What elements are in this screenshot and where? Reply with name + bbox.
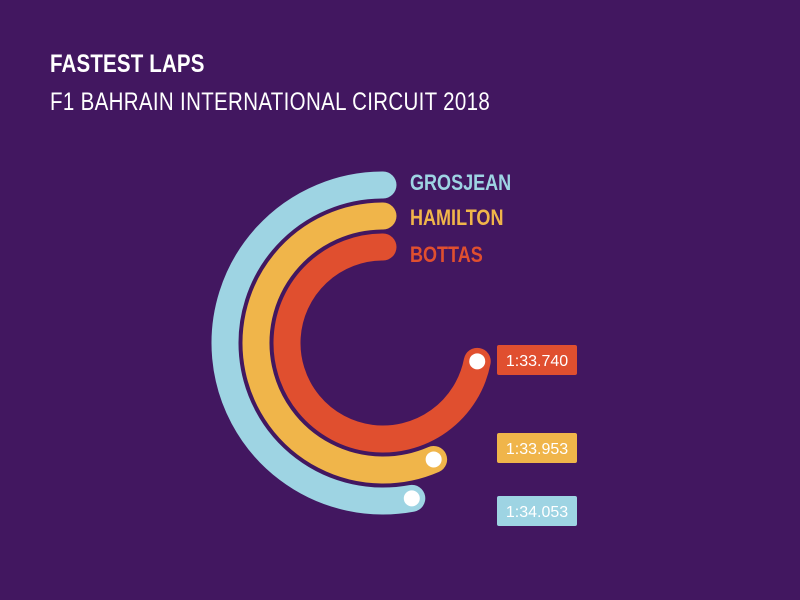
endpoint-dot-hamilton <box>425 451 442 468</box>
legend-label-grosjean: GROSJEAN <box>410 171 511 195</box>
time-badge-grosjean <box>497 496 577 526</box>
time-badge-bottas <box>497 345 577 375</box>
time-value-grosjean: 1:34.053 <box>506 504 568 521</box>
legend-label-bottas: BOTTAS <box>410 243 483 267</box>
chart-title: FASTEST LAPS <box>50 50 205 78</box>
arc-bottas <box>273 233 491 453</box>
arc-grosjean <box>211 171 426 515</box>
time-badge-hamilton <box>497 433 577 463</box>
time-value-bottas: 1:33.740 <box>506 353 568 370</box>
legend-label-hamilton: HAMILTON <box>410 206 503 230</box>
chart-subtitle: F1 BAHRAIN INTERNATIONAL CIRCUIT 2018 <box>50 88 491 116</box>
time-value-hamilton: 1:33.953 <box>506 441 568 458</box>
arc-hamilton <box>242 202 448 484</box>
endpoint-dot-bottas <box>469 353 486 370</box>
endpoint-dot-grosjean <box>403 490 420 507</box>
